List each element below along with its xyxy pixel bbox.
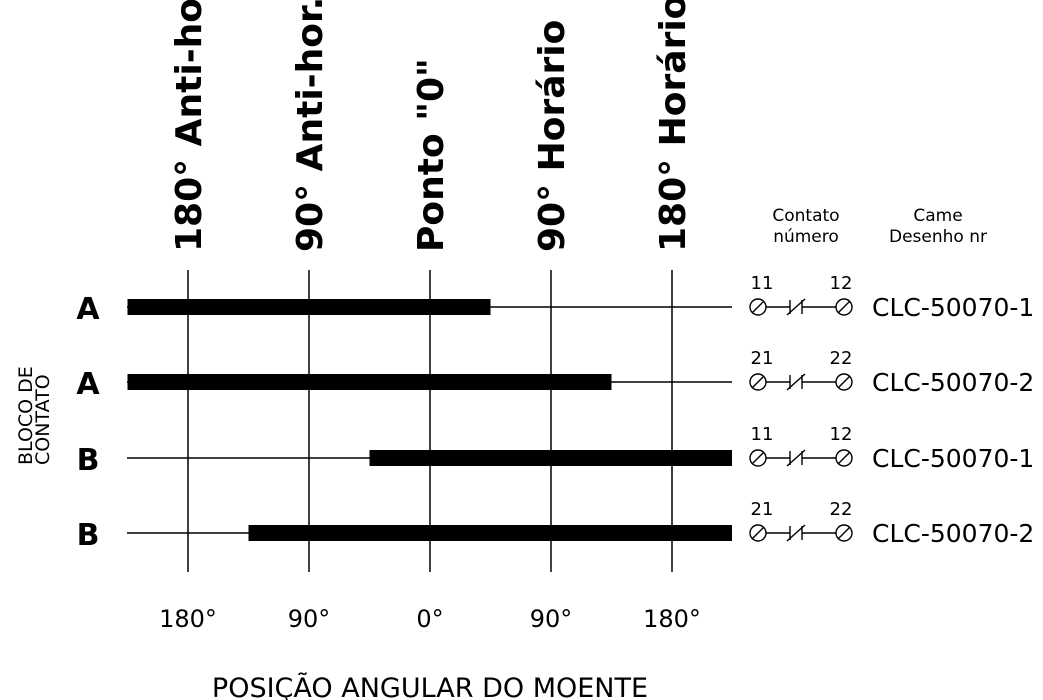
x-tick-label: 90°	[288, 605, 331, 633]
came-header-line-2: Desenho nr	[889, 227, 987, 247]
x-tick-label: 180°	[643, 605, 701, 633]
terminal-slash-icon	[751, 375, 765, 389]
terminal-slash-icon	[837, 451, 851, 465]
x-tick-label: 90°	[530, 605, 573, 633]
timing-bar	[127, 299, 491, 315]
terminal-slash-icon	[751, 451, 765, 465]
timing-bar	[369, 450, 732, 466]
came-drawing-number: CLC-50070-1	[872, 444, 1034, 473]
contact-header-line-1: Contato	[772, 206, 839, 226]
column-header-label: 90° Anti-hor.	[290, 0, 331, 252]
timing-bar	[127, 374, 612, 390]
column-header-label: 180° Anti-hor	[169, 0, 210, 252]
came-header-line-1: Came	[913, 206, 962, 226]
nc-contact-icon	[749, 524, 853, 542]
side-label-line-1: BLOCO DE	[15, 366, 37, 465]
contact-nc-slash	[786, 298, 806, 316]
contact-nc-slash	[786, 449, 806, 467]
came-drawing-number: CLC-50070-2	[872, 368, 1034, 397]
labels: 180° Anti-hor 90° Anti-hor. Ponto "0" 90° H…	[15, 0, 1034, 700]
contact-number-left: 21	[751, 348, 774, 369]
block-label: B	[77, 518, 100, 553]
contact-number-right: 12	[830, 424, 853, 445]
contact-number-left: 11	[751, 273, 774, 294]
terminal-slash-icon	[837, 526, 851, 540]
terminal-slash-icon	[837, 375, 851, 389]
column-header-label: Ponto "0"	[411, 58, 452, 252]
contact-symbols	[749, 298, 853, 542]
timing-bar	[248, 525, 732, 541]
contact-number-right: 12	[830, 273, 853, 294]
nc-contact-icon	[749, 449, 853, 467]
block-label: A	[76, 292, 100, 327]
x-tick-label: 0°	[416, 605, 443, 633]
contact-number-right: 22	[830, 348, 853, 369]
column-header-label: 180° Horário	[653, 0, 694, 252]
contact-number-left: 21	[751, 499, 774, 520]
column-header-label: 90° Horário	[532, 20, 573, 252]
block-label: A	[76, 367, 100, 402]
terminal-slash-icon	[751, 300, 765, 314]
contact-number-left: 11	[751, 424, 774, 445]
contact-number-right: 22	[830, 499, 853, 520]
came-drawing-number: CLC-50070-2	[872, 519, 1034, 548]
timing-bars	[127, 299, 732, 541]
came-drawing-number: CLC-50070-1	[872, 293, 1034, 322]
nc-contact-icon	[749, 298, 853, 316]
nc-contact-icon	[749, 373, 853, 391]
contact-nc-slash	[786, 524, 806, 542]
terminal-slash-icon	[751, 526, 765, 540]
terminal-slash-icon	[837, 300, 851, 314]
x-axis-title: POSIÇÃO ANGULAR DO MOENTE	[212, 672, 648, 700]
side-label-line-2: CONTATO	[32, 374, 54, 465]
contact-nc-slash	[786, 373, 806, 391]
contact-header-line-2: número	[773, 227, 839, 247]
x-tick-label: 180°	[159, 605, 217, 633]
block-label: B	[77, 443, 100, 478]
